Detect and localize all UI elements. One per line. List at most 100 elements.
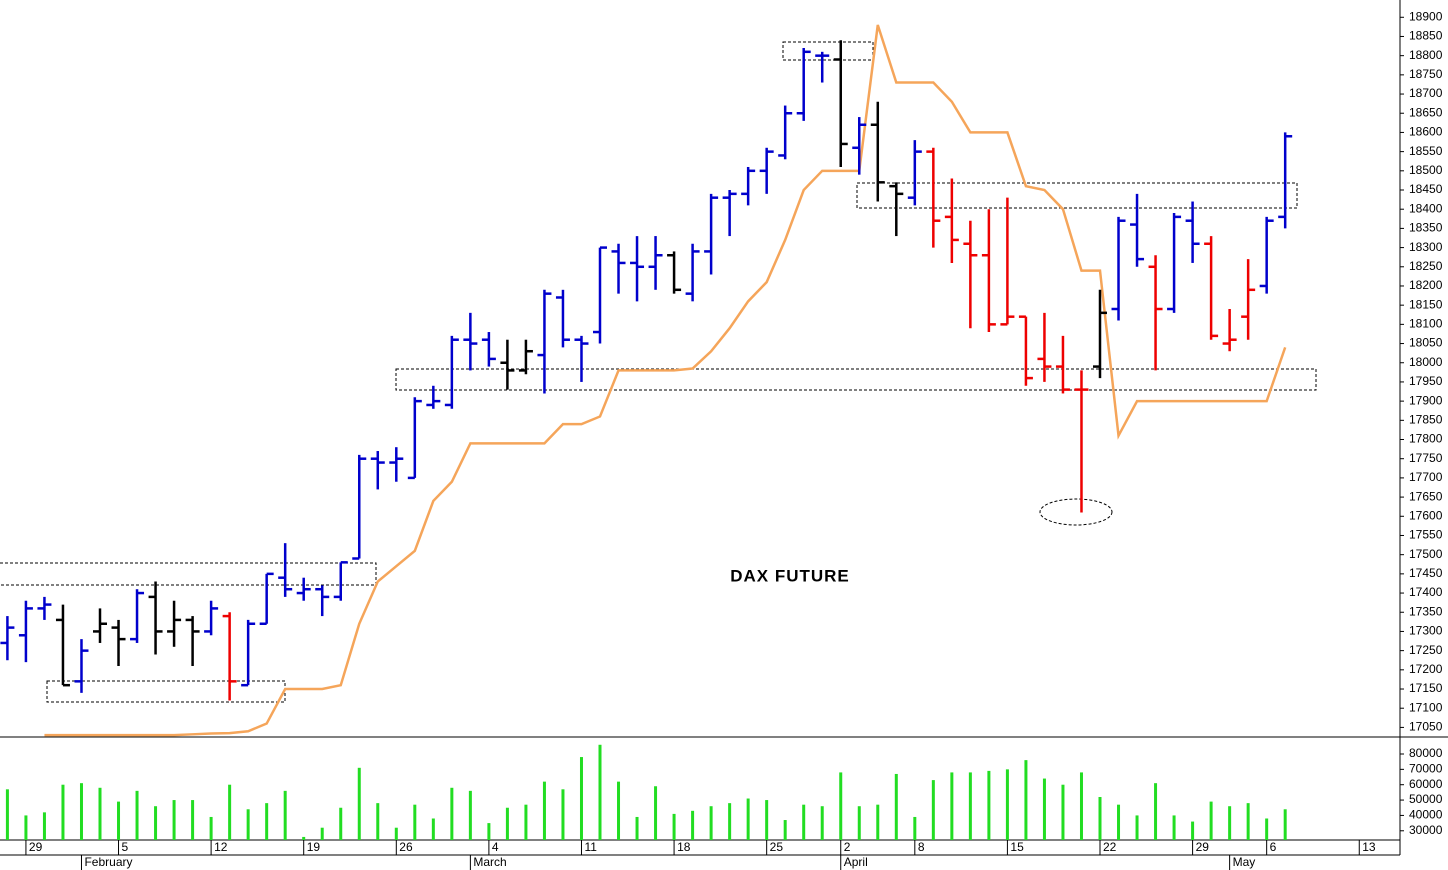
x-tick-label: 25 [770, 840, 784, 854]
y-tick-label: 17350 [1409, 604, 1443, 618]
volume-bar [117, 801, 121, 840]
y-tick-label: 17400 [1409, 585, 1443, 599]
x-tick-label: 29 [29, 840, 43, 854]
y-tick-label: 17700 [1409, 470, 1443, 484]
volume-bar [746, 798, 750, 840]
y-tick-label: 18000 [1409, 355, 1443, 369]
x-tick-label: 8 [918, 840, 925, 854]
volume-bar [209, 816, 213, 840]
y-tick-label: 18800 [1409, 48, 1443, 62]
volume-bar [987, 770, 991, 840]
volume-bar [672, 813, 676, 840]
x-tick-label: 5 [122, 840, 129, 854]
volume-bar [172, 800, 176, 840]
range-box [0, 562, 377, 586]
volume-bar [1135, 815, 1139, 840]
y-tick-label: 40000 [1409, 808, 1443, 822]
y-tick-label: 18400 [1409, 201, 1443, 215]
y-tick-label: 17900 [1409, 393, 1443, 407]
volume-bar [283, 790, 287, 840]
x-tick-label: 15 [1010, 840, 1024, 854]
volume-bar [894, 773, 898, 840]
volume-bar [191, 800, 195, 840]
range-box [46, 680, 286, 703]
volume-bar [598, 744, 602, 840]
volume-bar [246, 809, 250, 840]
volume-bar [357, 767, 361, 840]
y-tick-label: 17850 [1409, 412, 1443, 426]
volume-bar [394, 827, 398, 840]
volume-bar [654, 786, 658, 840]
volume-bar [635, 816, 639, 840]
y-tick-label: 18050 [1409, 336, 1443, 350]
volume-bar [1172, 815, 1176, 840]
range-box [395, 368, 1317, 391]
y-tick-label: 18700 [1409, 86, 1443, 100]
volume-bar [265, 803, 269, 840]
y-tick-label: 18450 [1409, 182, 1443, 196]
volume-bar [728, 803, 732, 840]
range-box [856, 182, 1298, 209]
x-tick-label: 29 [1196, 840, 1210, 854]
volume-bar [1283, 809, 1287, 840]
volume-bar [839, 772, 843, 840]
low-ellipse [1039, 498, 1113, 526]
y-tick-label: 18900 [1409, 9, 1443, 23]
volume-bar [228, 784, 232, 840]
y-tick-label: 18600 [1409, 125, 1443, 139]
y-tick-label: 17100 [1409, 700, 1443, 714]
y-tick-label: 17300 [1409, 624, 1443, 638]
volume-bar [1209, 801, 1213, 840]
y-tick-label: 17550 [1409, 528, 1443, 542]
x-tick-label: 4 [492, 840, 499, 854]
volume-bar [820, 806, 824, 840]
y-tick-label: 17800 [1409, 432, 1443, 446]
y-tick-label: 18300 [1409, 240, 1443, 254]
y-tick-label: 30000 [1409, 823, 1443, 837]
volume-bar [1117, 804, 1121, 840]
volume-bar [783, 820, 787, 840]
y-tick-label: 18250 [1409, 259, 1443, 273]
volume-bar [24, 815, 28, 840]
x-tick-label: 2 [844, 840, 851, 854]
y-tick-label: 17250 [1409, 643, 1443, 657]
x-tick-label: 19 [307, 840, 321, 854]
y-tick-label: 18150 [1409, 297, 1443, 311]
y-tick-label: 17450 [1409, 566, 1443, 580]
y-tick-label: 17950 [1409, 374, 1443, 388]
month-label: May [1233, 855, 1256, 869]
month-label: March [473, 855, 506, 869]
x-tick-label: 11 [584, 840, 597, 854]
volume-bar [931, 780, 935, 840]
volume-bar [1246, 803, 1250, 840]
volume-bar [524, 804, 528, 840]
range-box [782, 41, 874, 61]
y-tick-label: 18850 [1409, 29, 1443, 43]
volume-bar [61, 784, 65, 840]
volume-bar [561, 789, 565, 840]
y-tick-label: 18650 [1409, 105, 1443, 119]
volume-bar [413, 804, 417, 840]
month-label: April [844, 855, 868, 869]
volume-bar [1265, 818, 1269, 840]
y-tick-label: 17650 [1409, 489, 1443, 503]
volume-bar [1061, 784, 1065, 840]
stop-line [44, 24, 1287, 737]
volume-bar [1024, 760, 1028, 840]
volume-bar [709, 806, 713, 840]
volume-bar [1005, 769, 1009, 840]
y-tick-label: 18500 [1409, 163, 1443, 177]
x-tick-label: 18 [677, 840, 691, 854]
volume-bar [802, 804, 806, 840]
volume-bar [79, 783, 83, 840]
volume-bar [876, 804, 880, 840]
chart-title: DAX FUTURE [730, 566, 850, 585]
volume-bar [339, 807, 343, 840]
month-label: February [84, 855, 132, 869]
volume-bar [1191, 821, 1195, 840]
volume-bar [1079, 772, 1083, 840]
y-tick-label: 17200 [1409, 662, 1443, 676]
volume-bar [468, 790, 472, 840]
volume-bar [542, 781, 546, 840]
